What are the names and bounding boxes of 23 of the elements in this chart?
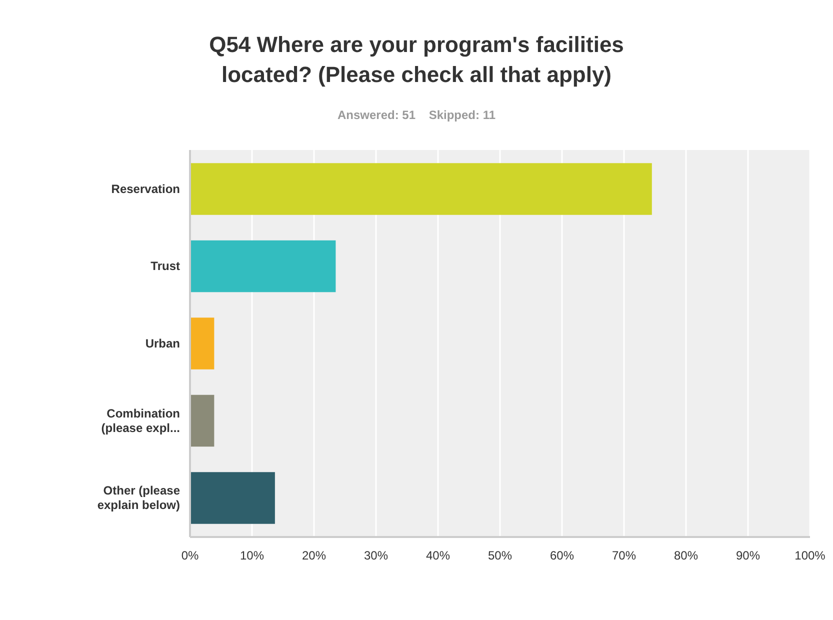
y-tick-label: Urban — [145, 336, 180, 350]
y-tick-label: Combination (please expl... — [101, 406, 180, 435]
chart-title: Q54 Where are your program's facilities located? (Please check all that apply) — [209, 32, 624, 87]
x-tick-label: 40% — [426, 548, 450, 563]
x-tick-label: 30% — [364, 548, 388, 563]
bar — [190, 163, 652, 215]
y-tick-label: Trust — [150, 259, 180, 274]
bar — [190, 394, 214, 447]
x-tick-label: 20% — [302, 548, 326, 563]
y-tick-label: Other (please explain below) — [97, 484, 180, 512]
bar — [190, 472, 275, 524]
bar — [190, 240, 336, 292]
x-tick-label: 60% — [550, 548, 574, 563]
x-tick-label: 100% — [794, 548, 826, 563]
x-tick-label: 50% — [488, 548, 512, 563]
y-tick-label: Reservation — [111, 182, 180, 196]
x-tick-label: 70% — [612, 548, 636, 563]
x-tick-label: 80% — [674, 548, 698, 563]
bar — [190, 318, 214, 370]
x-tick-label: 0% — [181, 548, 199, 563]
x-tick-label: 90% — [736, 548, 760, 563]
x-tick-label: 10% — [240, 548, 264, 563]
chart-subtitle: Answered: 51 Skipped: 11 — [337, 108, 496, 122]
